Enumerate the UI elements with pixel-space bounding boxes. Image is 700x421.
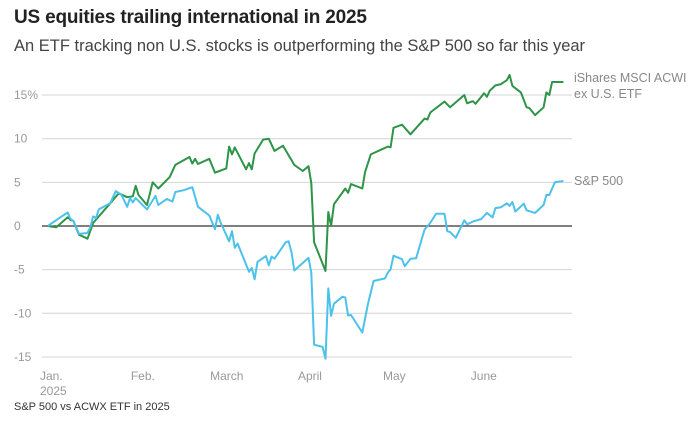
x-tick-year: 2025 xyxy=(40,384,67,398)
series-line-acwx xyxy=(47,74,564,272)
x-tick-label: May xyxy=(383,369,406,383)
legend-label: iShares MSCI ACWI xyxy=(574,71,687,85)
x-axis-ticks: Jan.2025 Feb. March April May June xyxy=(40,369,497,398)
y-tick-label: 5 xyxy=(14,175,21,189)
y-tick-label: -5 xyxy=(14,263,25,277)
y-tick-label: 15% xyxy=(14,88,38,102)
y-tick-label: -10 xyxy=(14,306,32,320)
legend: iShares MSCI ACWI ex U.S. ETF S&P 500 xyxy=(574,71,687,188)
legend-label: ex U.S. ETF xyxy=(574,87,642,101)
x-tick-label: April xyxy=(298,369,322,383)
x-tick-label: Feb. xyxy=(131,369,155,383)
chart-source-note: S&P 500 vs ACWX ETF in 2025 xyxy=(14,401,170,413)
x-tick-label: March xyxy=(210,369,243,383)
chart-subtitle: An ETF tracking non U.S. stocks is outpe… xyxy=(14,37,586,55)
y-tick-label: 0 xyxy=(14,219,21,233)
chart-title: US equities trailing international in 20… xyxy=(14,7,367,28)
gridlines xyxy=(42,94,572,358)
y-tick-label: 10 xyxy=(14,132,28,146)
x-tick-label: Jan. xyxy=(40,369,63,383)
x-tick-label: June xyxy=(471,369,497,383)
y-axis-ticks: 15% 10 5 0 -5 -10 -15 xyxy=(14,88,38,364)
y-tick-label: -15 xyxy=(14,350,32,364)
series-lines xyxy=(47,74,564,360)
legend-label: S&P 500 xyxy=(574,174,623,188)
